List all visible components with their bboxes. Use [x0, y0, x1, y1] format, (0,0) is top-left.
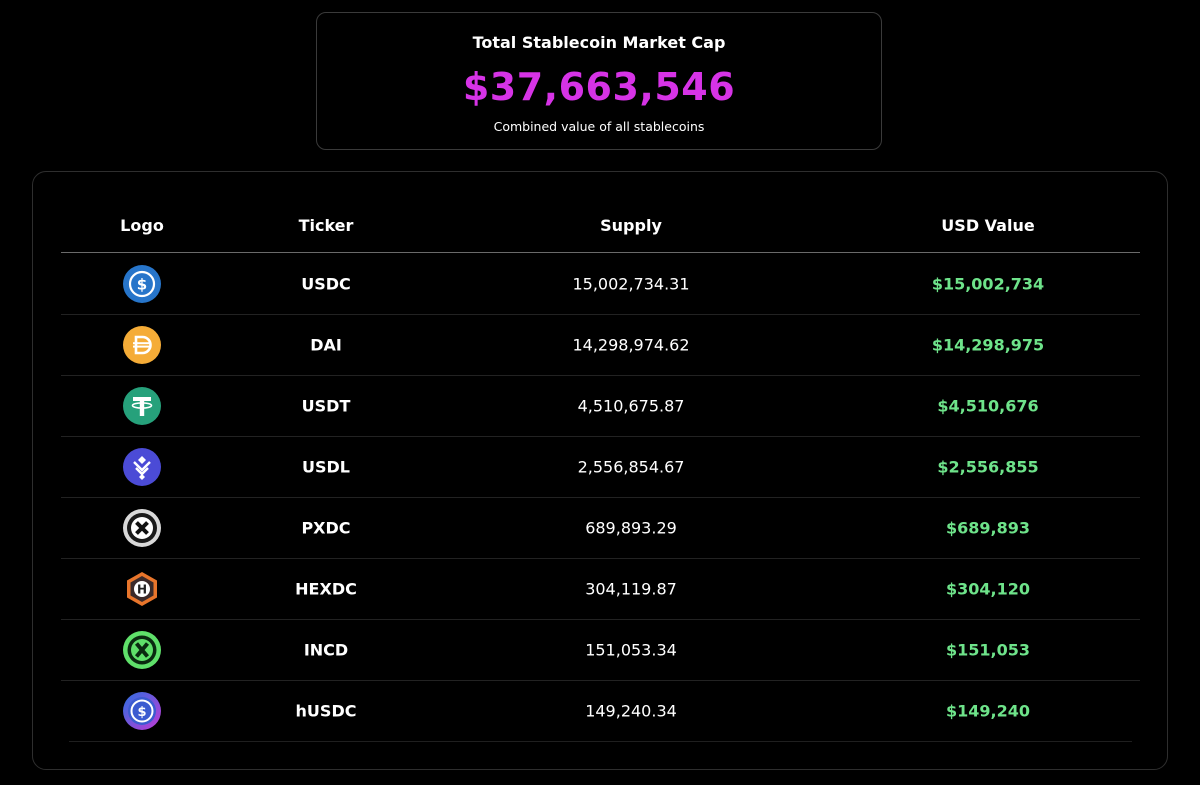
usd-value-cell: $4,510,676	[937, 396, 1039, 415]
table-row: USDT 4,510,675.87 $4,510,676	[61, 375, 1140, 437]
table-row: DAI 14,298,974.62 $14,298,975	[61, 314, 1140, 376]
usdc-icon: $	[123, 264, 161, 303]
ticker-cell: HEXDC	[295, 579, 357, 598]
husdc-icon: $	[123, 691, 161, 730]
table-row: USDL 2,556,854.67 $2,556,855	[61, 436, 1140, 498]
usdt-icon	[123, 386, 161, 425]
ticker-cell: DAI	[310, 335, 342, 354]
usd-value-cell: $15,002,734	[931, 274, 1045, 293]
table-header: Logo Ticker Supply USD Value	[61, 200, 1140, 253]
ticker-cell: USDL	[302, 457, 350, 476]
supply-cell: 151,053.34	[585, 640, 677, 659]
svg-text:$: $	[137, 705, 146, 720]
dai-icon	[123, 325, 161, 364]
table-row: INCD 151,053.34 $151,053	[61, 619, 1140, 681]
header-supply: Supply	[600, 216, 662, 235]
svg-text:H: H	[137, 582, 147, 596]
supply-cell: 2,556,854.67	[577, 457, 685, 476]
header-usd-value: USD Value	[941, 216, 1035, 235]
usd-value-cell: $2,556,855	[937, 457, 1039, 476]
usd-value-cell: $151,053	[945, 640, 1031, 659]
ticker-cell: USDC	[301, 274, 351, 293]
usd-value-cell: $14,298,975	[931, 335, 1045, 354]
usd-value-cell: $689,893	[945, 518, 1031, 537]
hexdc-icon: H	[123, 570, 161, 608]
incd-icon	[123, 630, 161, 669]
usdl-icon	[123, 447, 161, 486]
ticker-cell: hUSDC	[295, 701, 357, 720]
market-cap-title: Total Stablecoin Market Cap	[472, 33, 726, 52]
ticker-cell: INCD	[303, 640, 349, 659]
header-ticker: Ticker	[298, 216, 354, 235]
table-row: H HEXDC 304,119.87 $304,120	[61, 558, 1140, 620]
table-row: PXDC 689,893.29 $689,893	[61, 497, 1140, 559]
supply-cell: 14,298,974.62	[572, 335, 690, 354]
ticker-cell: USDT	[301, 396, 351, 415]
market-cap-card: Total Stablecoin Market Cap $37,663,546 …	[316, 12, 882, 150]
supply-cell: 689,893.29	[585, 518, 677, 537]
header-logo: Logo	[120, 216, 164, 235]
pxdc-icon	[123, 508, 161, 547]
supply-cell: 15,002,734.31	[572, 274, 690, 293]
supply-cell: 149,240.34	[585, 701, 677, 720]
market-cap-value: $37,663,546	[462, 65, 736, 109]
stablecoin-table: Logo Ticker Supply USD Value $ USDC 15,0…	[32, 171, 1168, 770]
ticker-cell: PXDC	[301, 518, 351, 537]
usd-value-cell: $149,240	[945, 701, 1031, 720]
table-row: $ hUSDC 149,240.34 $149,240	[69, 680, 1132, 742]
svg-text:$: $	[137, 275, 147, 293]
table-row: $ USDC 15,002,734.31 $15,002,734	[61, 253, 1140, 315]
supply-cell: 4,510,675.87	[577, 396, 685, 415]
market-cap-subtitle: Combined value of all stablecoins	[493, 119, 705, 134]
supply-cell: 304,119.87	[585, 579, 677, 598]
usd-value-cell: $304,120	[945, 579, 1031, 598]
